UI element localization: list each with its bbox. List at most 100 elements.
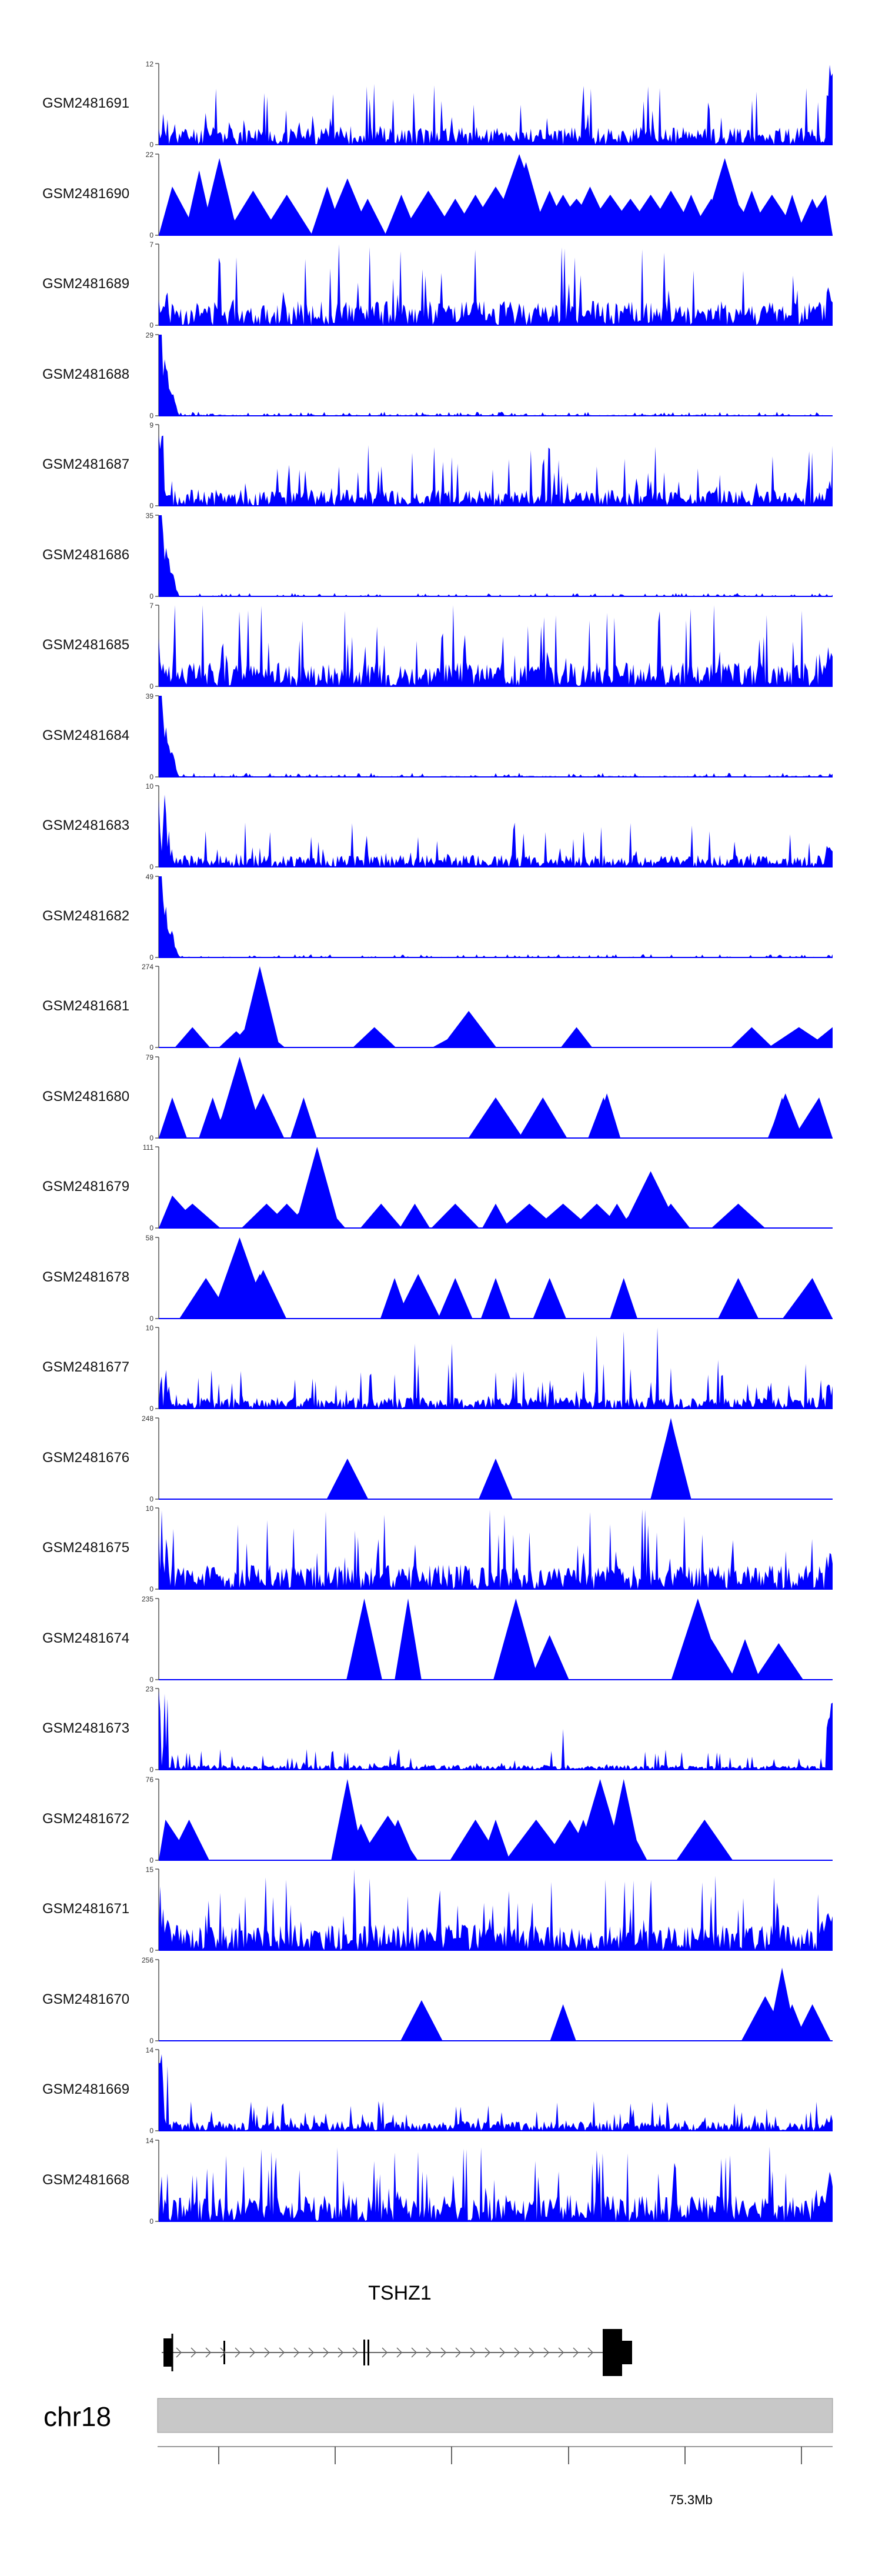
track: GSM2481669 14 0	[0, 2044, 882, 2135]
signal-peak	[650, 1419, 691, 1499]
signal-spike	[804, 1364, 808, 1409]
chromosome-axis: chr18 75.3Mb	[0, 2388, 882, 2564]
track: GSM2481681 274 0	[0, 960, 882, 1052]
signal-spike	[682, 1516, 686, 1589]
signal-peak	[326, 1458, 369, 1499]
signal-peak	[730, 1639, 760, 1680]
signal-peak	[353, 1027, 396, 1047]
signal-peak	[240, 966, 280, 1047]
signal-peak	[718, 1277, 759, 1319]
signal-peak	[560, 1027, 593, 1047]
y-max-label: 49	[146, 873, 154, 881]
track-plot: 111 0	[143, 1143, 833, 1232]
strand-arrow	[411, 2347, 417, 2358]
y-min-label: 0	[149, 863, 153, 871]
track: GSM2481668 14 0	[0, 2134, 882, 2226]
track: GSM2481680 79 0	[0, 1051, 882, 1143]
track-plot: 49 0	[146, 873, 833, 962]
track-plot: 35 0	[146, 512, 833, 600]
signal-peak	[437, 1277, 473, 1319]
gene-exon	[368, 2340, 369, 2365]
chromosome-ideogram	[157, 2398, 833, 2464]
y-min-label: 0	[149, 1766, 153, 1774]
y-min-label: 0	[149, 321, 153, 329]
signal-peak	[519, 1097, 567, 1138]
track-plot: 58 0	[146, 1234, 833, 1323]
signal-peak	[468, 1097, 523, 1138]
y-max-label: 248	[142, 1414, 153, 1423]
signal-area	[159, 1509, 833, 1589]
signal-spike	[446, 1364, 450, 1409]
signal-spike	[736, 1910, 740, 1950]
y-min-label: 0	[149, 1134, 153, 1142]
signal-peak	[169, 1819, 209, 1860]
series-label: GSM2481671	[42, 1901, 130, 1917]
strand-arrow	[455, 2347, 462, 2358]
signal-peak	[290, 1097, 317, 1138]
signal-peak	[395, 1598, 422, 1680]
track-plot: 10 0	[146, 1504, 833, 1593]
y-max-label: 39	[146, 692, 154, 700]
y-max-label: 79	[146, 1053, 154, 1062]
series-label: GSM2481676	[42, 1449, 130, 1466]
signal-peak	[593, 1093, 621, 1138]
strand-arrow	[264, 2347, 270, 2358]
strand-arrow	[514, 2347, 520, 2358]
track-plot: 39 0	[146, 692, 833, 781]
series-label: GSM2481690	[42, 185, 130, 202]
gene-annotation-track: TSHZ1	[0, 2270, 882, 2388]
signal-peak	[779, 194, 806, 235]
series-label: GSM2481678	[42, 1269, 130, 1285]
chromosome-band	[157, 2398, 833, 2433]
strand-arrow	[205, 2347, 212, 2358]
signal-peak	[482, 1203, 509, 1228]
signal-peak	[793, 1097, 833, 1138]
signal-peak	[676, 1819, 733, 1860]
track-plot: 29 0	[146, 331, 833, 420]
signal-peak	[652, 1203, 690, 1228]
y-max-label: 58	[146, 1234, 154, 1242]
track-plot: 22 0	[146, 151, 833, 239]
strand-arrow	[308, 2347, 315, 2358]
series-label: GSM2481688	[42, 366, 130, 382]
signal-peak	[493, 1598, 539, 1680]
signal-spike	[588, 1511, 592, 1589]
signal-peak	[261, 194, 313, 235]
signal-peak	[550, 2004, 576, 2041]
track-plot: 70	[149, 241, 833, 329]
track-plot: 76 0	[146, 1776, 833, 1864]
strand-arrow	[352, 2347, 359, 2358]
y-max-label: 12	[146, 60, 154, 68]
y-min-label: 0	[149, 773, 153, 781]
tick-label: 75.3Mb	[669, 2492, 713, 2507]
track: GSM2481674 235 0	[0, 1593, 882, 1684]
y-max-label: 29	[146, 331, 154, 339]
series-label: GSM2481684	[42, 727, 130, 743]
signal-area	[159, 244, 833, 325]
track-plot: 90	[149, 421, 833, 510]
y-min-label: 0	[149, 1495, 153, 1503]
signal-peak	[767, 1093, 803, 1138]
y-min-label: 0	[149, 1946, 153, 1954]
track-plot: 14 0	[146, 2046, 833, 2135]
signal-peak	[794, 2004, 831, 2041]
track: GSM2481686 35 0	[0, 509, 882, 601]
signal-peak	[807, 1027, 833, 1047]
series-label: GSM2481670	[42, 1991, 130, 2007]
signal-peak	[431, 1203, 479, 1228]
series-label: GSM2481674	[42, 1630, 130, 1646]
signal-peak	[242, 1093, 285, 1138]
signal-area	[159, 695, 833, 777]
signal-area	[159, 1690, 833, 1770]
strand-arrow	[293, 2347, 300, 2358]
track: GSM2481673 23 0	[0, 1683, 882, 1774]
strand-arrow	[440, 2347, 447, 2358]
signal-peak	[482, 1819, 510, 1860]
strand-arrow	[220, 2347, 226, 2358]
series-label: GSM2481668	[42, 2171, 130, 2188]
signal-peak	[159, 1097, 187, 1138]
signal-spike	[352, 1877, 356, 1950]
track-plot: 23 0	[146, 1685, 833, 1774]
y-min-label: 0	[149, 1585, 153, 1593]
